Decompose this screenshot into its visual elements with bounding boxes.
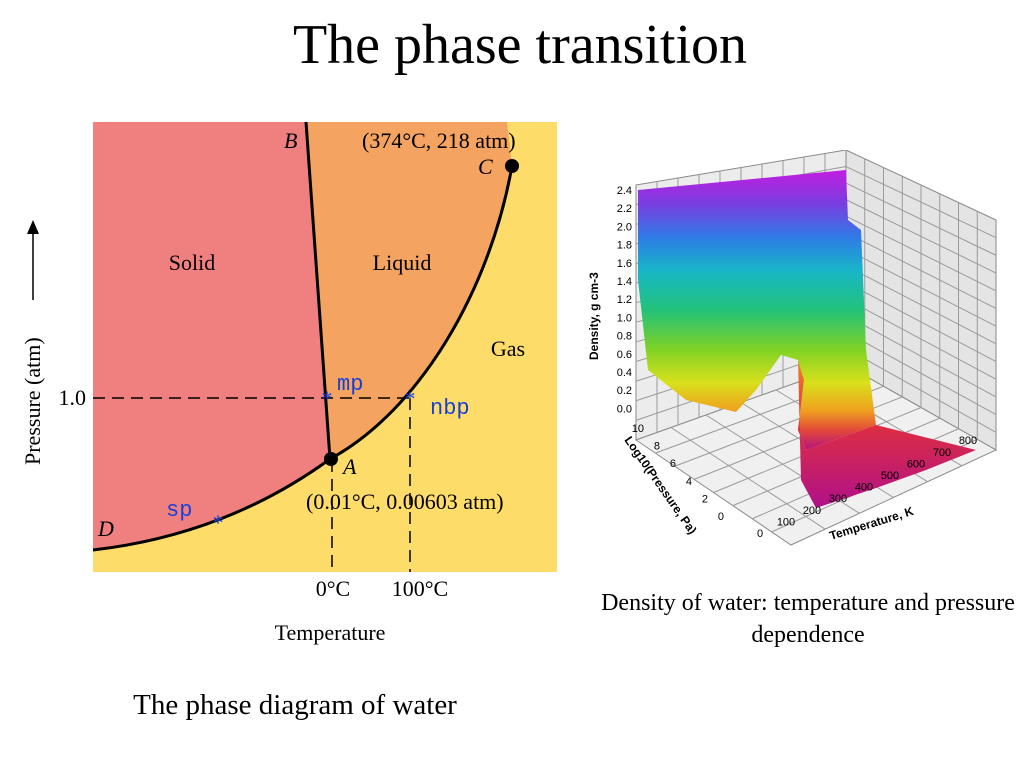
vaporization-curve: [329, 165, 514, 461]
density-tick-label: 1.2: [617, 294, 632, 306]
mp-label: mp: [337, 372, 363, 397]
gas-label: Gas: [491, 336, 525, 361]
point-d-label: D: [97, 516, 114, 541]
grid-line: [845, 314, 997, 398]
density-axis-ticks: 2.4 2.2 2.0 1.8 1.6 1.4 1.2 1.0 0.8 0.6 0.4 0.2 0.0: [617, 185, 632, 415]
temperature-tick-label: 200: [803, 505, 821, 517]
liquid-label: Liquid: [373, 250, 432, 275]
grid-line: [845, 199, 997, 274]
temperature-tick-label: 100: [777, 516, 795, 528]
grid-line: [845, 166, 997, 239]
triple-point-annotation: (0.01°C, 0.00603 atm): [306, 489, 504, 514]
pressure-axis-arrow-head: [27, 220, 39, 234]
temperature-tick-label: 600: [907, 458, 925, 470]
grid-line: [845, 232, 997, 309]
temperature-tick-0c: 0°C: [316, 576, 350, 601]
temperature-tick-label: 700: [933, 447, 951, 459]
solid-region: [93, 122, 330, 550]
sp-star-marker: *: [213, 510, 224, 535]
nbp-star-marker: *: [405, 386, 416, 411]
slide-title: The phase transition: [292, 14, 748, 76]
density-tick-label: 1.6: [617, 258, 632, 270]
density-plot-caption: Density of water: temperature and pressu…: [601, 590, 1015, 648]
grid-line: [670, 427, 826, 530]
pressure-axis-label: Pressure (atm): [20, 337, 45, 465]
temperature-axis-label: Temperature: [275, 620, 386, 645]
grid-line: [845, 348, 997, 433]
grid-line: [845, 298, 997, 380]
temperature-tick-label: 0: [757, 528, 763, 540]
temperature-tick-label: 500: [881, 470, 899, 482]
grid-line: [845, 331, 997, 416]
sublimation-curve: [92, 457, 331, 552]
density-tick-label: 0.0: [617, 403, 632, 415]
density-tick-label: 1.0: [617, 312, 632, 324]
temperature-tick-100c: 100°C: [392, 576, 448, 601]
density-tick-label: 1.4: [617, 276, 632, 288]
temperature-tick-label: 300: [829, 493, 847, 505]
density-surface-plot: 2.42.22.01.81.61.41.21.00.80.60.40.20.0 …: [587, 150, 998, 546]
phase-diagram-caption: The phase diagram of water: [133, 689, 457, 721]
temperature-axis-ticks: 0 100 200 300 400 500 600 700 800: [757, 435, 977, 540]
nbp-label: nbp: [430, 396, 470, 421]
critical-point-dot: [505, 159, 519, 173]
grid-line: [845, 265, 997, 345]
density-tick-label: 2.2: [617, 203, 632, 215]
pressure-tick-label: 6: [670, 458, 676, 470]
density-tick-label: 1.8: [617, 240, 632, 252]
point-c-label: C: [478, 154, 493, 179]
grid-line: [845, 248, 997, 327]
pressure-tick-label: 10: [632, 423, 644, 435]
liquid-region: [306, 122, 512, 459]
pressure-tick-1: 1.0: [59, 385, 87, 410]
critical-point-annotation: (374°C, 218 atm): [362, 128, 516, 153]
solid-label: Solid: [169, 250, 215, 275]
density-tick-label: 2.0: [617, 221, 632, 233]
point-a-label: A: [341, 454, 357, 479]
temperature-tick-label: 800: [959, 435, 977, 447]
pressure-tick-label: 2: [702, 493, 708, 505]
triple-point-dot: [324, 452, 338, 466]
pressure-tick-label: 0: [718, 511, 724, 523]
density-tick-label: 0.8: [617, 331, 632, 343]
density-surface-gas: [798, 360, 976, 508]
density-tick-label: 0.2: [617, 385, 632, 397]
density-tick-label: 0.6: [617, 349, 632, 361]
grid-line: [845, 182, 997, 256]
mp-star-marker: *: [322, 386, 333, 411]
melting-curve: [304, 121, 332, 460]
sp-label: sp: [166, 498, 192, 523]
density-tick-label: 2.4: [617, 185, 632, 197]
density-surface-high: [638, 170, 876, 450]
pressure-tick-label: 4: [686, 476, 692, 488]
grid-line: [845, 215, 997, 292]
phase-diagram: * * * mp nbp sp Solid Liquid Gas B C A D…: [20, 121, 557, 645]
temperature-tick-label: 400: [855, 482, 873, 494]
pressure-tick-label: 8: [654, 441, 660, 453]
point-b-label: B: [284, 128, 297, 153]
grid-line: [845, 281, 997, 362]
density-tick-label: 0.4: [617, 367, 632, 379]
density-axis-label: Density, g cm-3: [587, 272, 601, 360]
